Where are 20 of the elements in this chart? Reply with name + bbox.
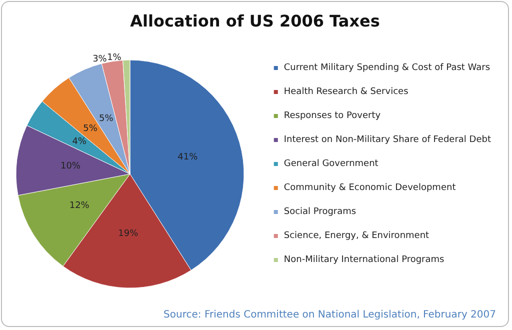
chart-title: Allocation of US 2006 Taxes — [130, 12, 380, 30]
legend-label: Community & Economic Development — [284, 183, 456, 193]
data-label: 19% — [118, 228, 139, 239]
legend-label: Science, Energy, & Environment — [284, 231, 430, 241]
source-note: Source: Friends Committee on National Legislation, February 2007 — [164, 310, 496, 320]
legend-label: Social Programs — [284, 207, 356, 217]
legend-label: Non-Military International Programs — [284, 255, 445, 265]
data-label: 3% — [92, 54, 108, 64]
legend-label: Health Research & Services — [284, 87, 409, 97]
legend-label: Current Military Spending & Cost of Past Wars — [284, 63, 490, 73]
data-label: 4% — [72, 136, 87, 147]
data-label: 12% — [69, 201, 90, 212]
legend-label: Interest on Non-Military Share of Federal Debt — [284, 135, 492, 145]
legend-label: Responses to Poverty — [284, 111, 382, 121]
data-label: 5% — [99, 114, 114, 124]
data-label: 41% — [178, 152, 198, 162]
data-label: 5% — [83, 124, 98, 134]
legend-label: General Government — [284, 159, 379, 169]
data-label: 1% — [107, 53, 122, 64]
data-label: 10% — [60, 161, 81, 172]
